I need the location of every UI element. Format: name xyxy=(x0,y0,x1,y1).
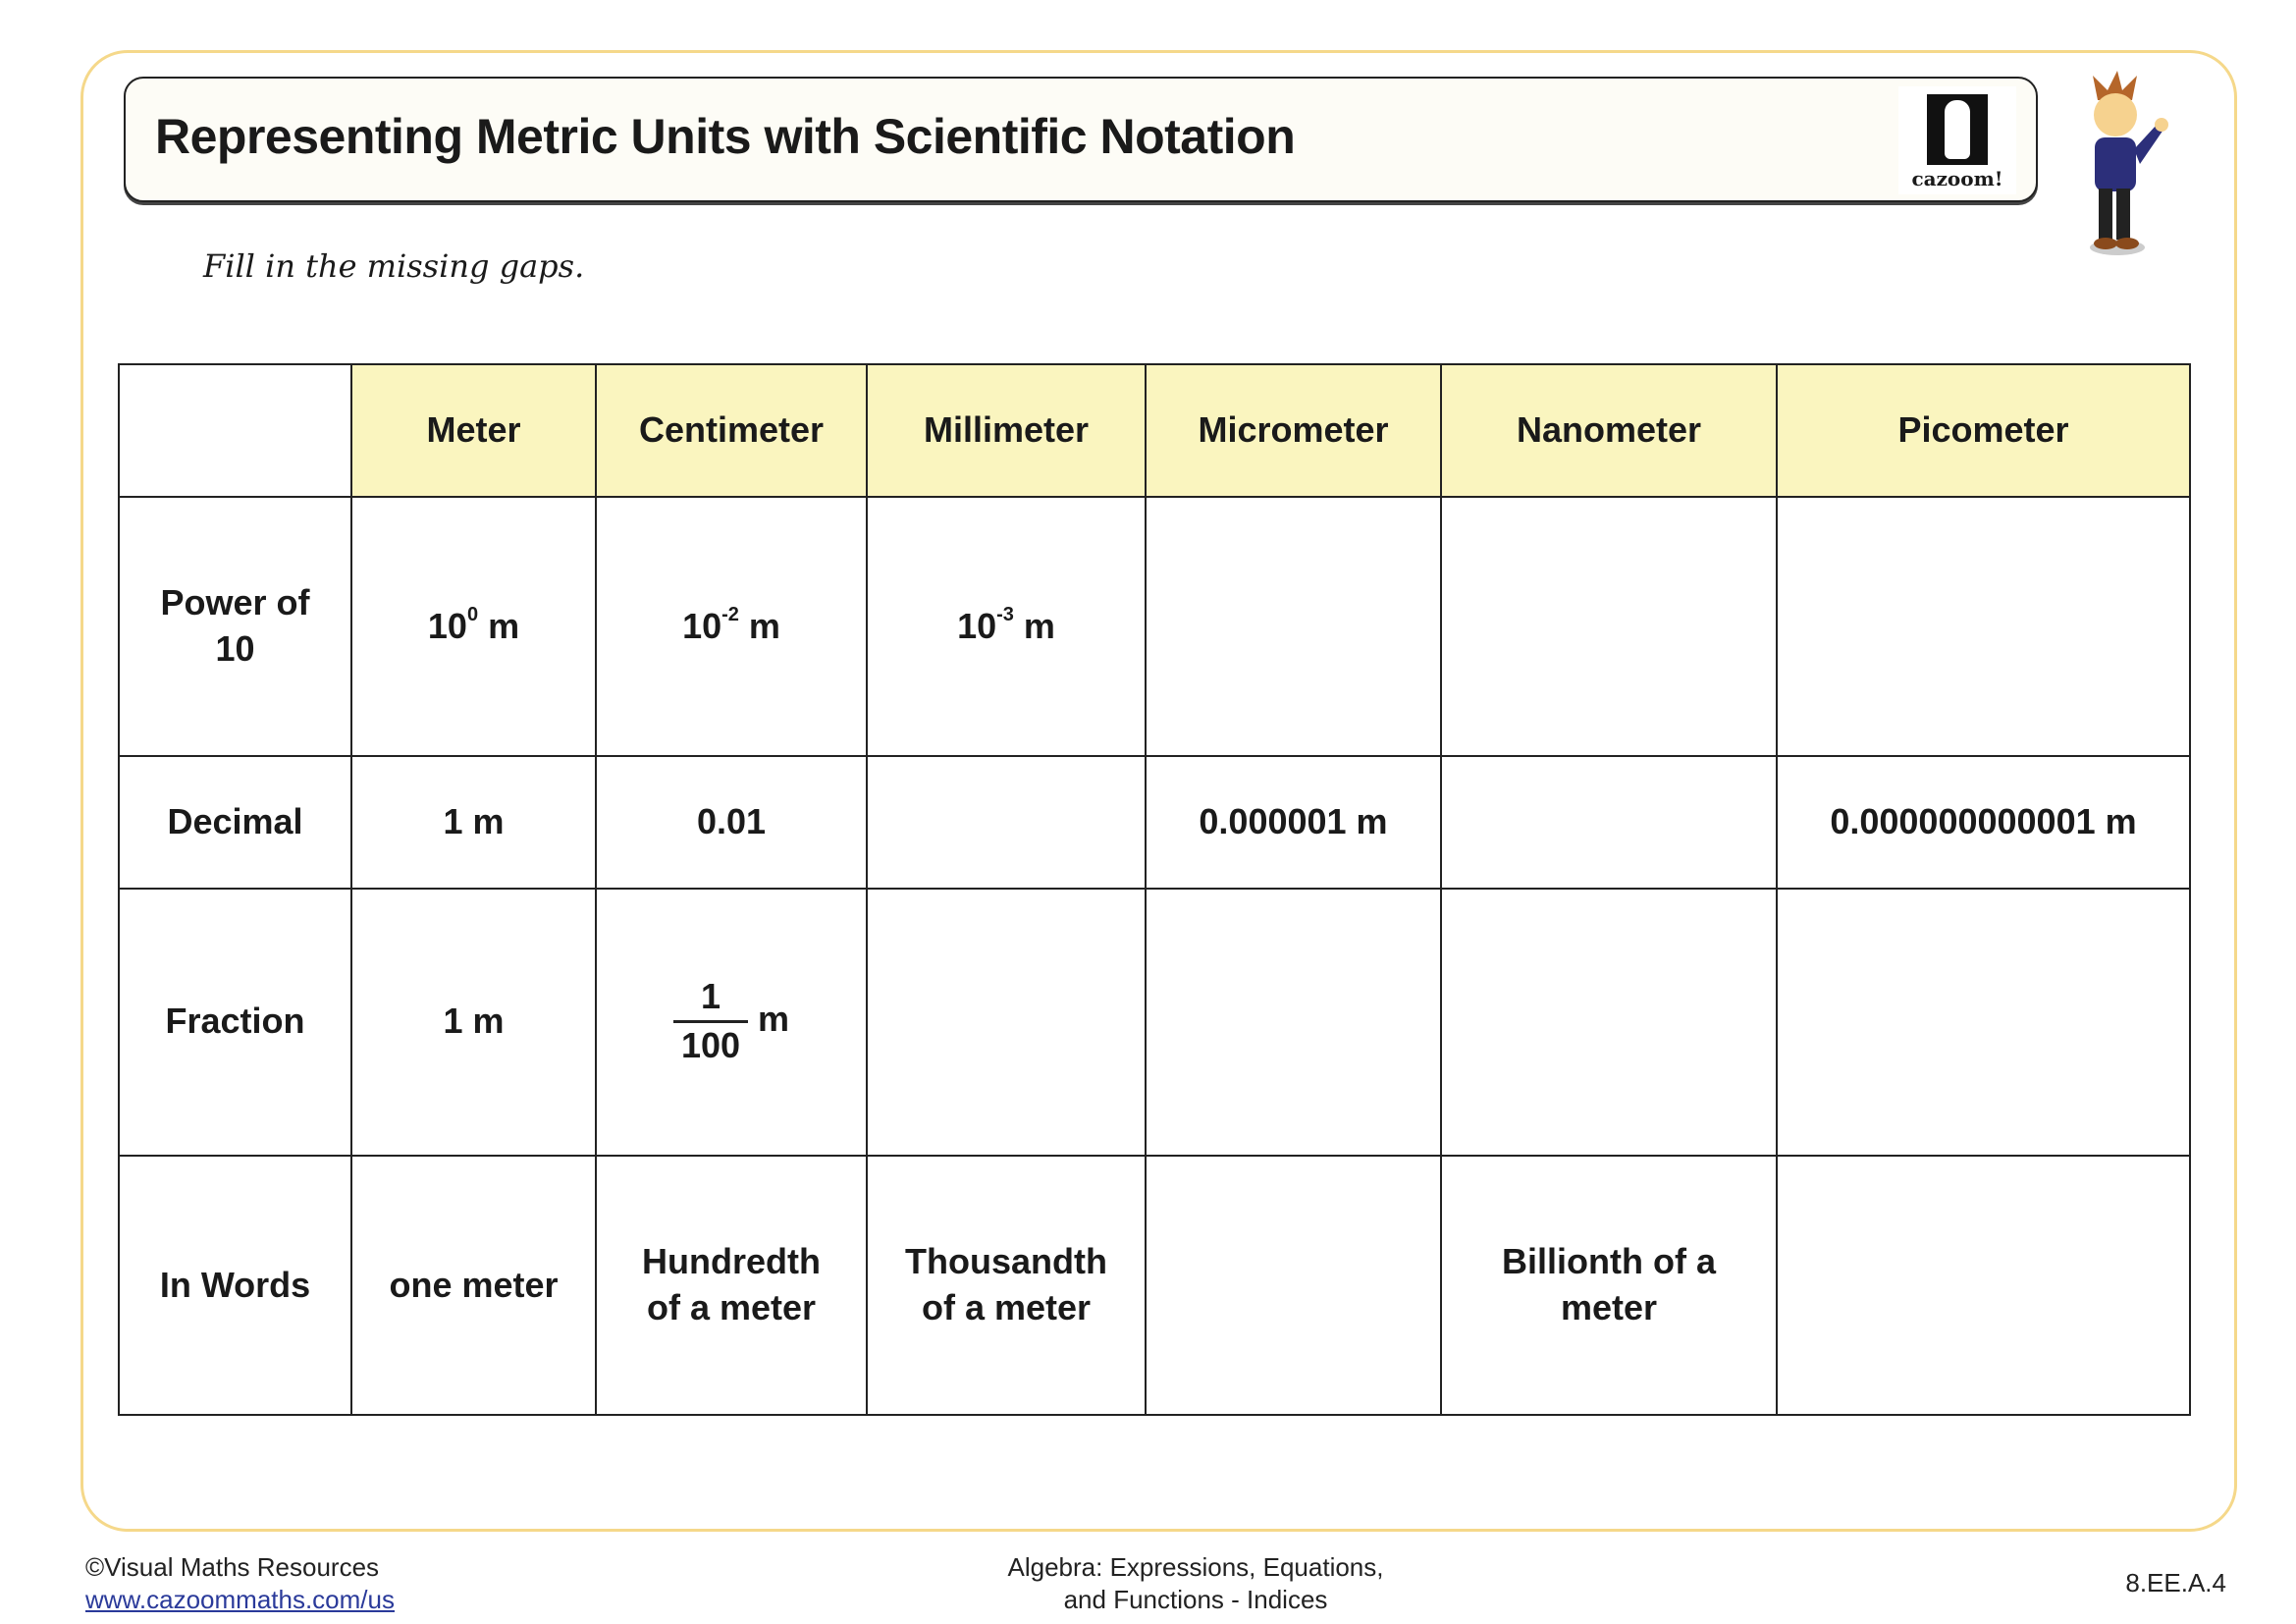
header-centimeter: Centimeter xyxy=(595,363,868,498)
cell: 1 m xyxy=(350,887,597,1157)
table-row-fraction: Fraction 1 m 1 100 m xyxy=(118,887,2191,1157)
blank-cell[interactable] xyxy=(1776,1154,2191,1417)
row-label: In Words xyxy=(118,1154,352,1417)
header-blank xyxy=(118,363,352,498)
cell: 1 m xyxy=(350,754,597,890)
header-millimeter: Millimeter xyxy=(866,363,1147,498)
header-micrometer: Micrometer xyxy=(1145,363,1442,498)
fraction: 1 100 xyxy=(672,974,749,1069)
exponent: -3 xyxy=(996,604,1014,626)
cell: 100 m xyxy=(350,495,597,757)
table-row-words: In Words one meter Hundredth of a meter … xyxy=(118,1154,2191,1417)
row-label: Fraction xyxy=(118,887,352,1157)
base: 10 xyxy=(957,606,997,647)
page-title: Representing Metric Units with Scientifi… xyxy=(155,109,1296,164)
blank-cell[interactable] xyxy=(1776,495,2191,757)
cell: Thousandth of a meter xyxy=(866,1154,1147,1417)
footer-topic: Algebra: Expressions, Equations, and Fun… xyxy=(901,1551,1490,1616)
base: 10 xyxy=(682,606,722,647)
glass-icon xyxy=(1927,94,1988,165)
header-picometer: Picometer xyxy=(1776,363,2191,498)
topic-line: Algebra: Expressions, Equations, xyxy=(1007,1552,1384,1582)
numerator: 1 xyxy=(672,974,749,1024)
cell: 10-3 m xyxy=(866,495,1147,757)
blank-cell[interactable] xyxy=(866,887,1147,1157)
row-label: Decimal xyxy=(118,754,352,890)
unit: m xyxy=(738,606,780,647)
cell: 0.000000000001 m xyxy=(1776,754,2191,890)
cell: 0.01 xyxy=(595,754,868,890)
cell: 10-2 m xyxy=(595,495,868,757)
blank-cell[interactable] xyxy=(1145,495,1442,757)
blank-cell[interactable] xyxy=(1440,754,1778,890)
blank-cell[interactable] xyxy=(866,754,1147,890)
cell: 0.000001 m xyxy=(1145,754,1442,890)
mascot-illustration xyxy=(2090,71,2168,255)
header-nanometer: Nanometer xyxy=(1440,363,1778,498)
cell: one meter xyxy=(350,1154,597,1417)
table-row-decimal: Decimal 1 m 0.01 0.000001 m 0.0000000000… xyxy=(118,754,2191,890)
topic-line: and Functions - Indices xyxy=(1063,1585,1328,1614)
table-row-power: Power of 10 100 m 10-2 m 10-3 m xyxy=(118,495,2191,757)
blank-cell[interactable] xyxy=(1145,887,1442,1157)
cazoom-logo: cazoom! xyxy=(1898,86,2016,194)
exponent: -2 xyxy=(721,604,739,626)
cell: Billionth of a meter xyxy=(1440,1154,1778,1417)
standard-code: 8.EE.A.4 xyxy=(2125,1568,2226,1597)
base: 10 xyxy=(427,606,467,647)
unit: m xyxy=(1013,606,1055,647)
blank-cell[interactable] xyxy=(1440,495,1778,757)
unit: m xyxy=(478,606,520,647)
copyright: ©Visual Maths Resources xyxy=(85,1552,380,1582)
exponent: 0 xyxy=(466,604,479,626)
cell: Hundredth of a meter xyxy=(595,1154,868,1417)
denominator: 100 xyxy=(680,1025,741,1066)
blank-cell[interactable] xyxy=(1776,887,2191,1157)
instruction: Fill in the missing gaps. xyxy=(203,247,585,285)
logo-text: cazoom! xyxy=(1911,167,2003,190)
metric-units-table: Meter Centimeter Millimeter Micrometer N… xyxy=(118,363,2191,1417)
unit: m xyxy=(758,999,790,1040)
blank-cell[interactable] xyxy=(1440,887,1778,1157)
header-row: Meter Centimeter Millimeter Micrometer N… xyxy=(118,363,2191,498)
header-meter: Meter xyxy=(350,363,597,498)
blank-cell[interactable] xyxy=(1145,1154,1442,1417)
row-label: Power of 10 xyxy=(118,495,352,757)
website-link[interactable]: www.cazoommaths.com/us xyxy=(85,1585,395,1614)
cell: 1 100 m xyxy=(595,887,868,1157)
footer-left: ©Visual Maths Resources www.cazoommaths.… xyxy=(85,1551,395,1616)
page-frame xyxy=(80,50,2237,1532)
title-box: Representing Metric Units with Scientifi… xyxy=(124,77,2038,202)
